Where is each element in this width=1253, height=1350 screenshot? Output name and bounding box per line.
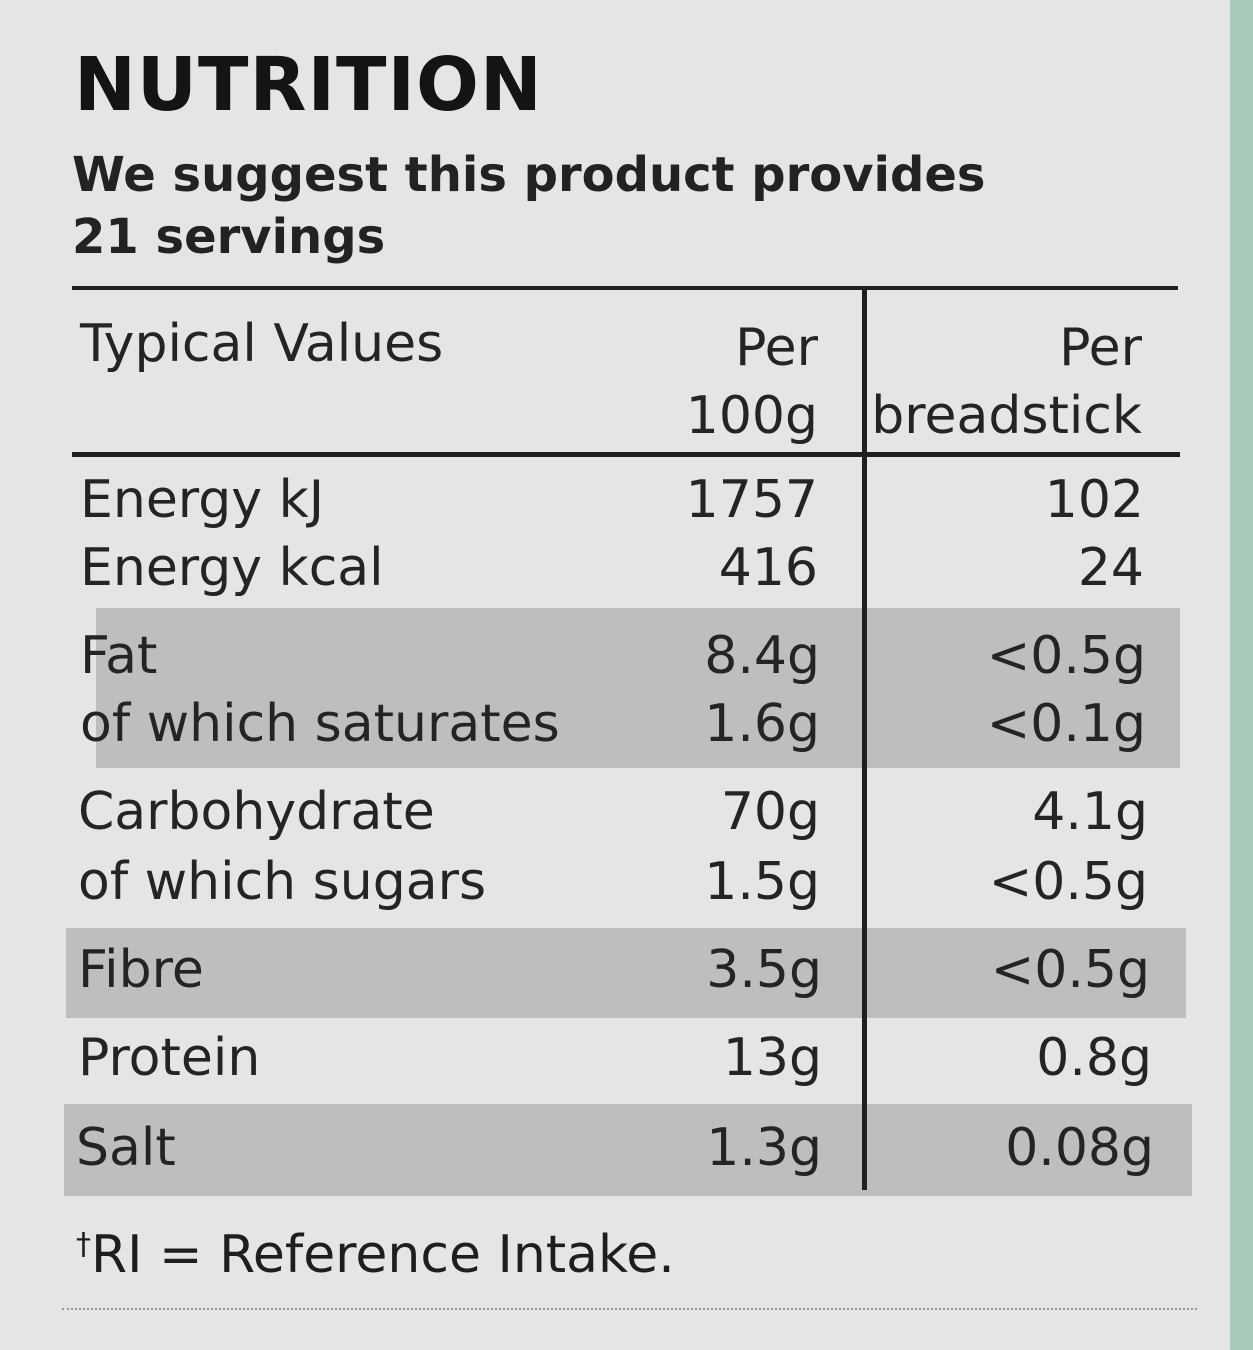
row-label: Fibre [78,940,204,1000]
row-label: Energy kJ [80,470,325,530]
bottom-dotted-rule [62,1308,1197,1310]
row-per-breadstick: <0.5g [988,852,1148,912]
row-per-breadstick: 102 [1044,470,1144,530]
servings-statement-line2: 21 servings [72,209,386,265]
row-label: of which sugars [78,852,487,912]
header-per-breadstick-line2: breadstick [871,386,1142,446]
fibre-shaded-band [66,928,1186,1018]
row-per-breadstick: 4.1g [1032,782,1148,842]
row-label: Energy kcal [80,538,384,598]
header-typical-values: Typical Values [80,314,444,374]
header-per-100g-line2: 100g [685,386,818,446]
row-per-100g: 3.5g [706,940,822,1000]
row-label: of which saturates [80,694,560,754]
header-per-breadstick-line1: Per [1059,318,1142,378]
column-divider [862,288,867,1190]
row-label: Salt [76,1118,176,1178]
salt-shaded-band [64,1104,1192,1196]
footnote-dagger: † [76,1227,91,1262]
servings-statement: We suggest this product provides 21 serv… [72,144,1072,268]
row-per-breadstick: <0.5g [986,626,1146,686]
row-per-100g: 1.6g [704,694,820,754]
row-per-breadstick: 0.8g [1036,1028,1152,1088]
row-per-breadstick: 0.08g [1005,1118,1154,1178]
row-per-100g: 70g [720,782,820,842]
row-per-100g: 1757 [685,470,818,530]
row-label: Fat [80,626,158,686]
header-per-100g-line1: Per [735,318,818,378]
row-per-100g: 8.4g [704,626,820,686]
row-label: Protein [78,1028,261,1088]
servings-statement-line1: We suggest this product provides [72,147,986,203]
footnote-text: RI = Reference Intake. [91,1225,675,1285]
reference-intake-footnote: †RI = Reference Intake. [76,1214,675,1286]
nutrition-title: NUTRITION [74,42,543,128]
row-per-100g: 13g [722,1028,822,1088]
row-per-100g: 1.3g [706,1118,822,1178]
fat-shaded-band [96,608,1180,768]
row-per-breadstick: <0.1g [986,694,1146,754]
row-per-breadstick: 24 [1077,538,1144,598]
row-label: Carbohydrate [78,782,435,842]
table-header-rule [72,452,1180,457]
row-per-100g: 416 [718,538,818,598]
row-per-breadstick: <0.5g [990,940,1150,1000]
table-top-rule [72,286,1178,290]
row-per-100g: 1.5g [704,852,820,912]
